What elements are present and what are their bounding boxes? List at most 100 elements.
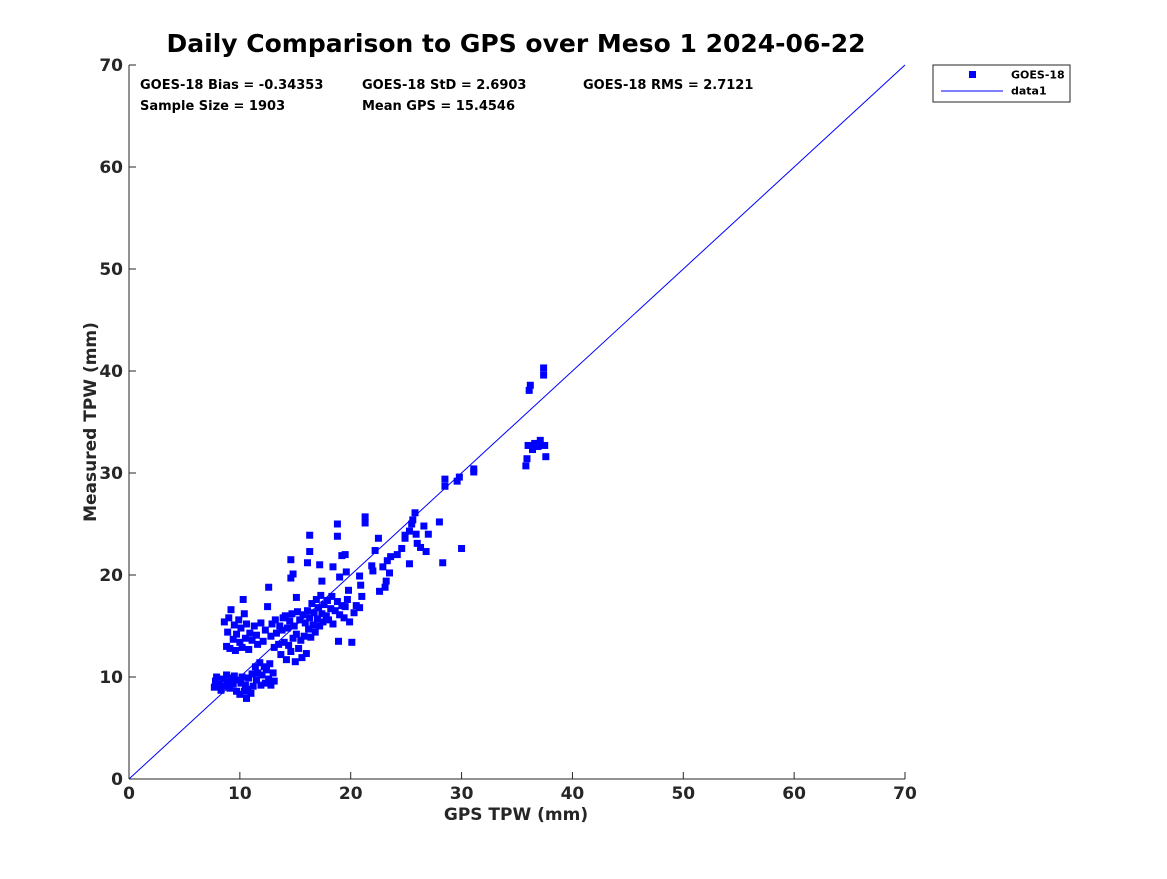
- data-point-goes18: [346, 618, 354, 626]
- data-point-goes18: [236, 638, 244, 646]
- data-point-goes18: [335, 637, 343, 645]
- data-point-goes18: [230, 621, 238, 629]
- x-axis-label: GPS TPW (mm): [444, 805, 588, 825]
- data-point-goes18: [318, 610, 326, 618]
- data-point-goes18: [526, 381, 534, 389]
- data-point-goes18: [271, 616, 279, 624]
- data-point-goes18: [289, 634, 297, 642]
- data-point-goes18: [383, 557, 391, 565]
- data-point-goes18: [316, 622, 324, 630]
- data-point-goes18: [340, 614, 348, 622]
- data-point-goes18: [522, 462, 530, 470]
- stat-bias: GOES-18 Bias = -0.34353: [140, 78, 323, 93]
- data-point-goes18: [374, 534, 382, 542]
- data-point-goes18: [303, 559, 311, 567]
- data-point-goes18: [248, 636, 256, 644]
- data-point-goes18: [342, 568, 350, 576]
- data-point-goes18: [413, 539, 421, 547]
- data-point-goes18: [379, 563, 387, 571]
- data-point-goes18: [226, 684, 234, 692]
- data-point-goes18: [217, 686, 225, 694]
- data-point-goes18: [441, 482, 449, 490]
- stat-std: GOES-18 StD = 2.6903: [362, 78, 526, 93]
- data-point-goes18: [470, 465, 478, 473]
- data-point-goes18: [317, 591, 325, 599]
- data-point-goes18: [251, 663, 259, 671]
- legend-label-goes18: GOES-18: [1011, 69, 1065, 82]
- stat-rms: GOES-18 RMS = 2.7121: [583, 78, 753, 93]
- data-point-goes18: [287, 648, 295, 655]
- data-point-goes18: [393, 551, 401, 559]
- data-point-goes18: [221, 682, 229, 690]
- data-point-goes18: [333, 598, 341, 606]
- data-point-goes18: [294, 608, 302, 616]
- y-tick-label: 50: [99, 260, 123, 280]
- data-point-goes18: [309, 621, 317, 629]
- data-point-goes18: [231, 646, 239, 654]
- data-point-goes18: [405, 560, 413, 568]
- data-point-goes18: [524, 441, 532, 449]
- data-point-goes18: [411, 509, 419, 517]
- data-point-goes18: [241, 634, 249, 642]
- data-point-goes18: [210, 683, 218, 691]
- y-tick-label: 10: [99, 668, 123, 688]
- y-tick-label: 70: [99, 56, 123, 76]
- data-point-goes18: [237, 679, 245, 687]
- data-point-goes18: [257, 619, 265, 627]
- data-point-goes18: [267, 681, 275, 689]
- data-point-goes18: [223, 671, 231, 679]
- data-point-goes18: [244, 685, 252, 693]
- data-point-goes18: [267, 632, 275, 640]
- chart-title: Daily Comparison to GPS over Meso 1 2024…: [167, 29, 866, 58]
- data-point-goes18: [256, 659, 264, 667]
- data-point-goes18: [235, 616, 243, 624]
- data-point-goes18: [329, 620, 337, 628]
- x-tick-label: 20: [339, 784, 363, 804]
- data-point-goes18: [307, 633, 315, 641]
- data-point-goes18: [540, 364, 548, 372]
- plot-area: 0 10 20 30 40 50 60 70 0 10 20 30 40 50 60 70: [99, 56, 917, 804]
- x-tick-label: 10: [228, 784, 252, 804]
- data-point-goes18: [417, 543, 425, 551]
- data-point-goes18: [282, 656, 290, 664]
- data-point-goes18: [291, 658, 299, 666]
- data-point-goes18: [455, 473, 463, 481]
- data-point-goes18: [333, 520, 341, 528]
- data-point-goes18: [308, 600, 316, 608]
- data-point-goes18: [409, 516, 417, 524]
- x-tick-label: 0: [123, 784, 135, 804]
- data-point-goes18: [284, 624, 292, 632]
- data-point-goes18: [368, 562, 376, 570]
- data-point-goes18: [238, 673, 246, 681]
- data-point-goes18: [325, 616, 333, 624]
- data-point-goes18: [529, 446, 537, 454]
- data-point-goes18: [336, 611, 344, 619]
- data-point-goes18: [229, 680, 237, 688]
- data-point-goes18: [236, 690, 244, 698]
- data-point-goes18: [540, 371, 548, 379]
- data-point-goes18: [254, 640, 262, 648]
- data-point-goes18: [275, 640, 283, 648]
- data-point-goes18: [270, 677, 278, 685]
- legend-box: [932, 64, 1071, 103]
- x-tick-label: 40: [561, 784, 585, 804]
- data-point-goes18: [356, 604, 364, 612]
- data-point-goes18: [458, 544, 466, 552]
- data-point-goes18: [241, 681, 249, 689]
- data-point-goes18: [408, 520, 416, 528]
- legend-label-data1: data1: [1011, 85, 1047, 98]
- data-point-goes18: [422, 548, 430, 556]
- data-point-goes18: [295, 644, 303, 652]
- data-point-goes18: [420, 522, 428, 530]
- data-point-goes18: [287, 556, 295, 564]
- data-point-goes18: [276, 622, 284, 630]
- data-point-goes18: [227, 606, 235, 614]
- data-point-goes18: [306, 531, 314, 539]
- data-point-goes18: [278, 626, 286, 634]
- data-point-goes18: [328, 592, 336, 600]
- stat-mean-gps: Mean GPS = 15.4546: [362, 99, 515, 114]
- data-point-goes18: [348, 638, 356, 646]
- data-point-goes18: [320, 601, 328, 609]
- data-point-goes18: [266, 660, 274, 668]
